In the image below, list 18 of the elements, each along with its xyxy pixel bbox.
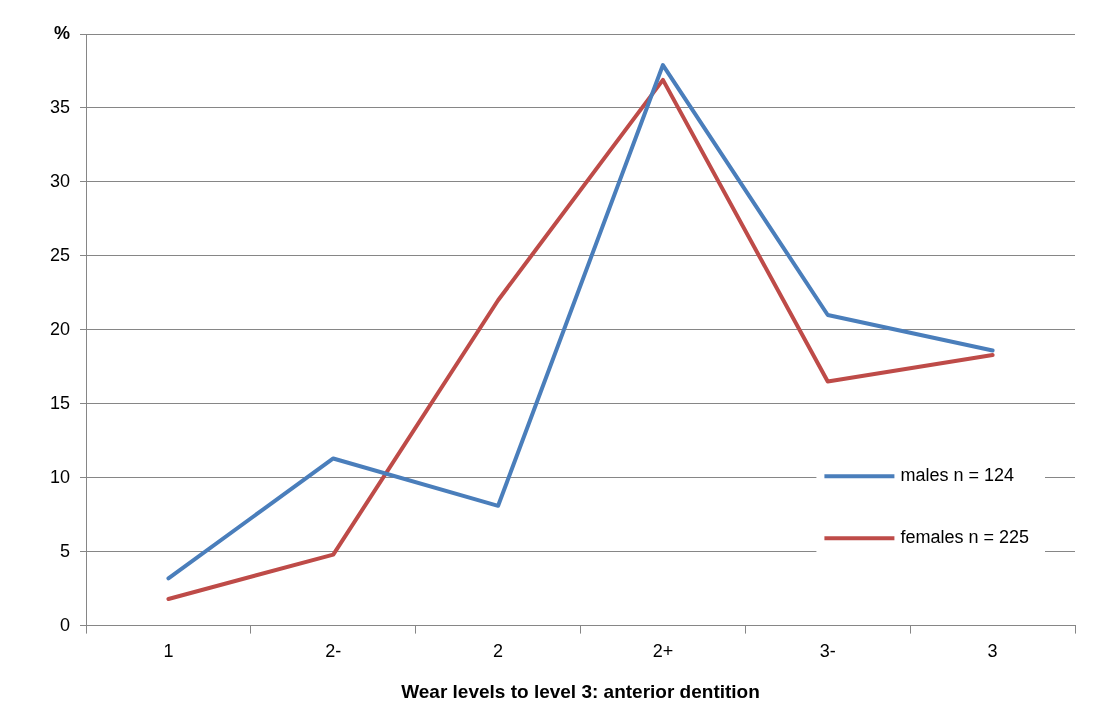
y-tick-label: %: [54, 22, 71, 43]
y-tick-label: 30: [49, 170, 71, 191]
x-tick-label: 2-: [325, 641, 342, 662]
x-tick-label: 2+: [652, 641, 674, 662]
y-tick-label: 0: [60, 614, 71, 635]
y-tick-label: 5: [60, 540, 71, 561]
x-tick-label: 1: [163, 641, 174, 662]
y-tick-label: 10: [49, 466, 71, 487]
legend-label: males n = 124: [900, 465, 1014, 486]
legend-label: females n = 225: [900, 527, 1030, 548]
x-tick-label: 3: [987, 641, 998, 662]
x-tick-label: 3-: [819, 641, 836, 662]
y-tick-label: 35: [49, 96, 71, 117]
y-tick-label: 20: [49, 318, 71, 339]
y-tick-label: 15: [49, 392, 71, 413]
y-tick-label: 25: [49, 244, 71, 265]
x-tick-label: 2: [493, 641, 504, 662]
x-axis-title: Wear levels to level 3: anterior dentition: [401, 680, 760, 702]
